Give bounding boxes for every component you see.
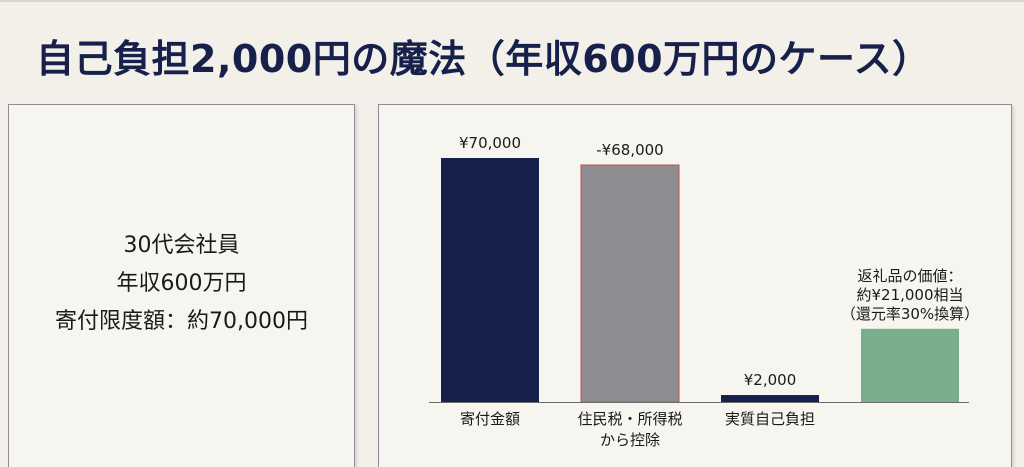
value-label-1-0: -¥68,000 [596,141,663,159]
info-line-occupation: 30代会社員 [123,233,240,258]
value-label-0-0: ¥70,000 [459,134,521,152]
category-label-0-0: 寄付金額 [460,410,520,428]
page-title: 自己負担2,000円の魔法（年収600万円のケース） [36,37,931,81]
bar-1 [580,164,680,403]
info-line-income: 年収600万円 [116,271,247,296]
value-label-3-2: （還元率30%換算） [841,305,979,323]
bar-0 [441,158,539,402]
value-label-2-0: ¥2,000 [744,371,797,389]
chart-panel: ¥70,000 -¥68,000 ¥2,000 返礼品の価値： 約¥21,000相当 （還… [378,104,1012,467]
top-divider [0,0,1024,2]
category-label-1-1: から控除 [600,431,660,449]
bar-3 [861,328,959,402]
category-label-2-0: 実質自己負担 [725,410,815,428]
value-label-3-1: 約¥21,000相当 [856,286,963,304]
info-line-limit: 寄付限度額：約70,000円 [55,309,308,334]
info-text: 30代会社員 年収600万円 寄付限度額：約70,000円 [9,227,354,341]
bar-chart: ¥70,000 -¥68,000 ¥2,000 返礼品の価値：約¥21,000相当（還… [429,134,979,449]
value-label-3-0: 返礼品の価値： [857,267,962,285]
category-label-1-0: 住民税・所得税 [577,410,682,428]
info-panel: 30代会社員 年収600万円 寄付限度額：約70,000円 [8,104,355,467]
bar-2 [721,395,819,402]
